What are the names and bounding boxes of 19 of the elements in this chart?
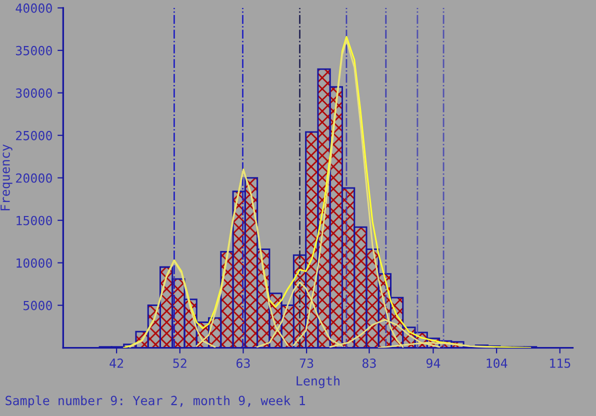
y-tick-label: 20000: [16, 173, 52, 183]
y-tick-label: 15000: [16, 216, 52, 226]
x-tick-label: 94: [426, 358, 440, 368]
x-tick-label: 83: [362, 358, 376, 368]
x-tick-label: 104: [486, 358, 508, 368]
y-tick-label: 35000: [16, 46, 52, 56]
x-tick-label: 42: [110, 358, 124, 368]
y-tick-label: 40000: [16, 3, 52, 13]
text: Sample number 9: Year 2, month 9, week 1: [6, 396, 305, 408]
y-tick-label: 10000: [16, 258, 52, 268]
x-tick-label: 115: [550, 358, 570, 368]
y-axis-title: Frequency: [0, 144, 12, 210]
y-tick-label: 25000: [16, 130, 52, 140]
x-tick-label: 63: [236, 358, 250, 368]
y-tick-label: 5000: [24, 300, 52, 310]
x-axis-title: Length: [296, 376, 340, 388]
x-tick-label: 52: [173, 358, 186, 368]
x-tick-label: 73: [300, 358, 314, 368]
y-tick-label: 30000: [16, 88, 52, 98]
